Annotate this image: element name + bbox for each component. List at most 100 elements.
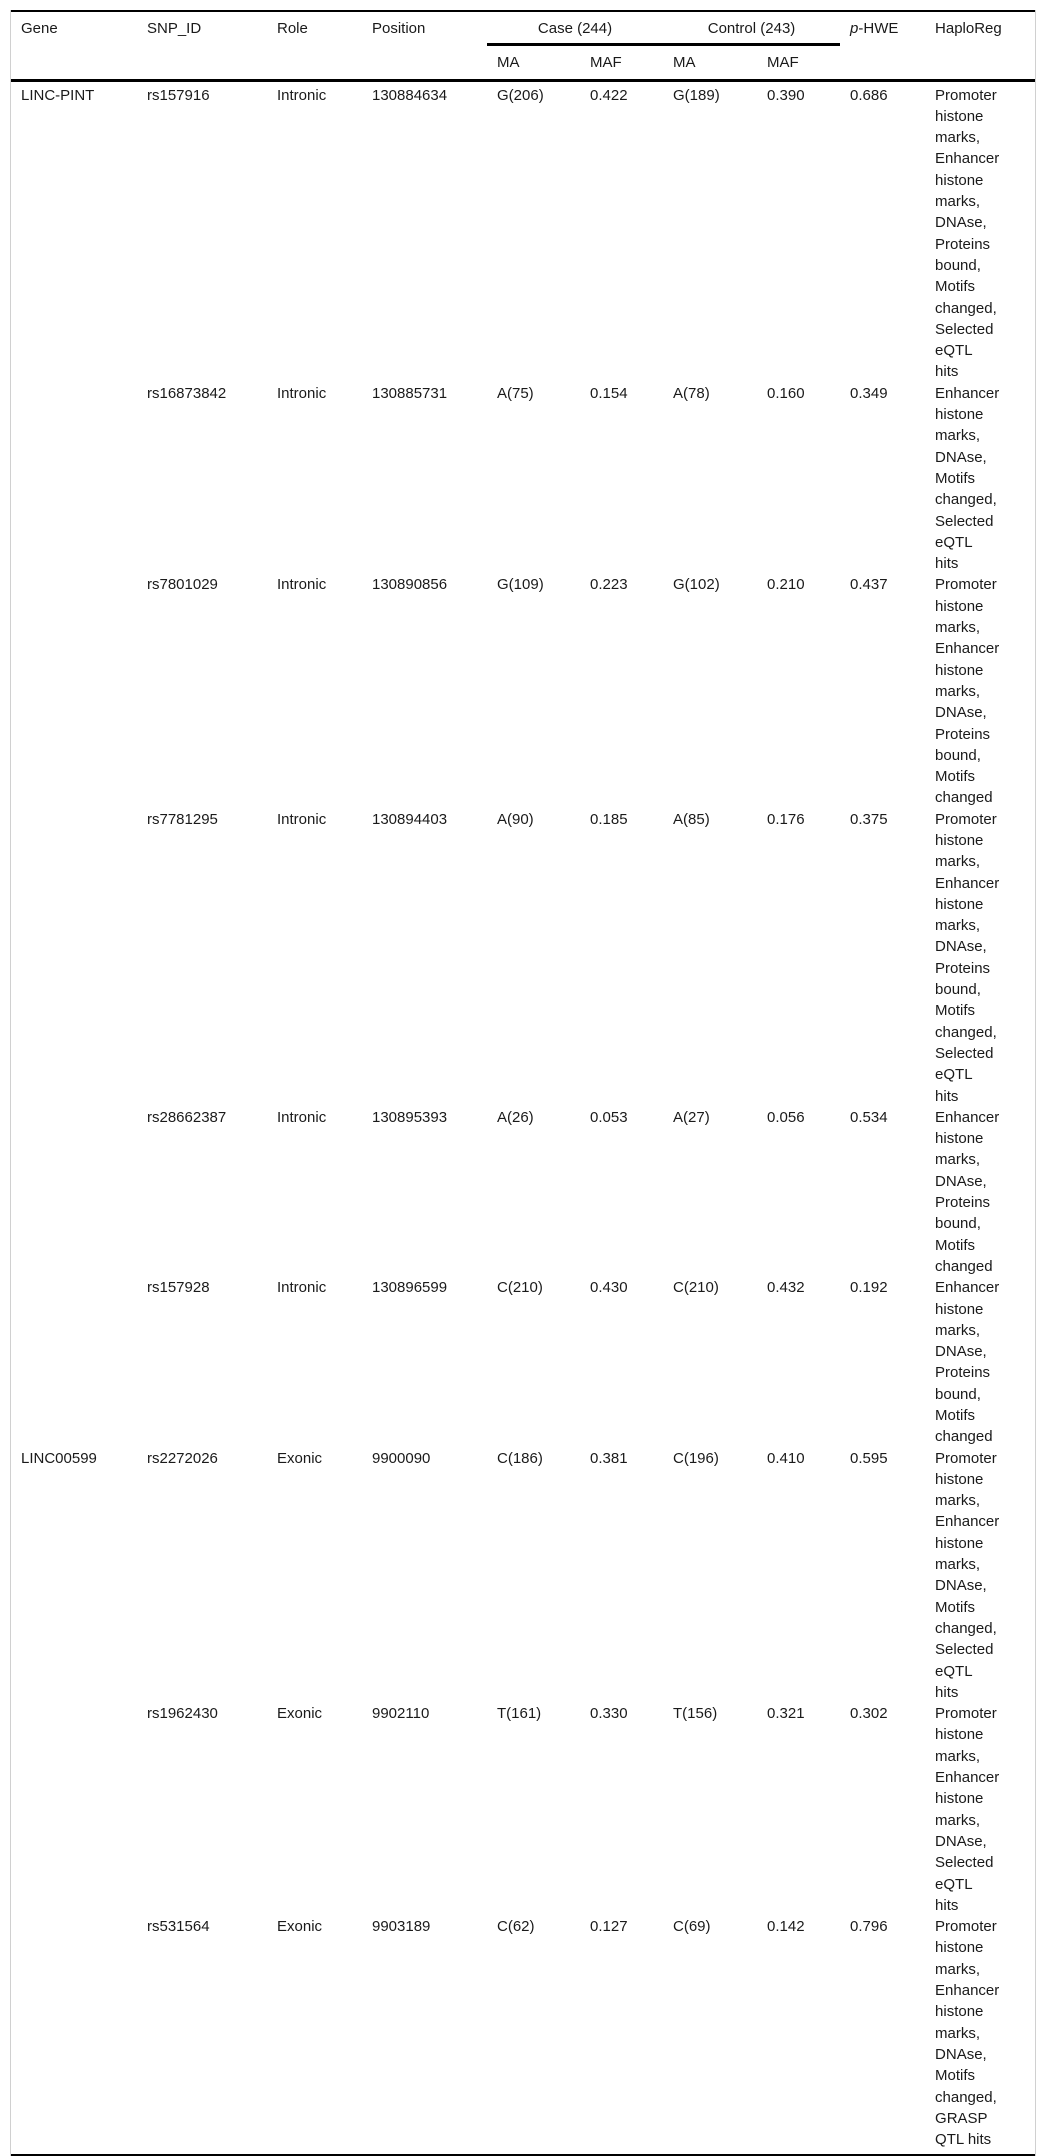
role-cell: Intronic [277, 810, 327, 828]
case-maf-cell: 0.422 [590, 86, 628, 104]
header-case-maf: MAF [590, 54, 622, 72]
snp-id-cell: rs531564 [147, 1918, 210, 1936]
haploreg-cell: Promoter histone marks, Enhancer histone… [935, 810, 1000, 1105]
p-hwe-cell: 0.796 [850, 1918, 888, 1936]
table-row: rs28662387 Intronic 130895393 A(26) 0.053 A(2… [11, 1107, 1035, 1277]
case-ma-cell: G(109) [497, 576, 544, 594]
snp-id-cell: rs16873842 [147, 384, 227, 402]
haploreg-cell: Promoter histone marks, Enhancer histone… [935, 1705, 1000, 1914]
header-p-hwe: p-HWE [840, 11, 925, 80]
header-control: Control (243) [663, 11, 841, 47]
table-header: Gene SNP_ID Role Position Case (244) Con… [11, 11, 1036, 81]
role-cell: Intronic [277, 1279, 327, 1297]
table-row: rs157928 Intronic 130896599 C(210) 0.430 C(21… [11, 1277, 1035, 1447]
table-row: rs7781295 Intronic 130894403 A(90) 0.185 A(85… [11, 809, 1035, 1107]
gene-cell: LINC00599 [21, 1449, 97, 1467]
haploreg-cell: Promoter histone marks, Enhancer histone… [935, 576, 1000, 807]
role-cell: Exonic [277, 1918, 323, 1936]
header-position: Position [372, 20, 426, 37]
case-ma-cell: C(62) [497, 1918, 535, 1936]
p-hwe-cell: 0.375 [850, 810, 888, 828]
case-ma-cell: A(26) [497, 1108, 534, 1126]
gene-cell [11, 574, 137, 808]
header-p-hwe-italic: p [850, 20, 859, 37]
header-control-maf: MAF [767, 54, 799, 72]
gene-cell [11, 1703, 137, 1916]
case-ma-cell: T(161) [497, 1705, 542, 1723]
position-cell: 130885731 [372, 384, 448, 402]
control-ma-cell: A(78) [673, 384, 710, 402]
case-maf-cell: 0.330 [590, 1705, 628, 1723]
control-ma-cell: C(210) [673, 1279, 719, 1297]
gene-cell [11, 1277, 137, 1447]
role-cell: Intronic [277, 384, 327, 402]
control-maf-cell: 0.142 [767, 1918, 805, 1936]
position-cell: 9900090 [372, 1449, 431, 1467]
control-maf-cell: 0.160 [767, 384, 805, 402]
case-maf-cell: 0.127 [590, 1918, 628, 1936]
gene-cell [11, 1916, 137, 2155]
snp-id-cell: rs2272026 [147, 1449, 218, 1467]
snp-id-cell: rs157916 [147, 86, 210, 104]
position-cell: 130895393 [372, 1108, 448, 1126]
control-ma-cell: A(85) [673, 810, 710, 828]
snp-id-cell: rs7801029 [147, 576, 218, 594]
case-ma-cell: A(90) [497, 810, 534, 828]
role-cell: Intronic [277, 86, 327, 104]
snp-id-cell: rs157928 [147, 1279, 210, 1297]
haploreg-cell: Promoter histone marks, Enhancer histone… [935, 1449, 1000, 1701]
case-maf-cell: 0.185 [590, 810, 628, 828]
header-control-ma: MA [673, 54, 696, 72]
gene-cell [11, 383, 137, 575]
table-row: rs1962430 Exonic 9902110 T(161) 0.330 T(156) 0… [11, 1703, 1035, 1916]
case-maf-cell: 0.430 [590, 1279, 628, 1297]
table-row: rs531564 Exonic 9903189 C(62) 0.127 C(69) 0.14… [11, 1916, 1035, 2155]
control-ma-cell: A(27) [673, 1108, 710, 1126]
snp-id-cell: rs7781295 [147, 810, 218, 828]
snp-table-container: Gene SNP_ID Role Position Case (244) Con… [10, 10, 1036, 2156]
p-hwe-cell: 0.349 [850, 384, 888, 402]
p-hwe-cell: 0.595 [850, 1449, 888, 1467]
header-p-hwe-rest: -HWE [858, 20, 899, 37]
table-row: LINC00599 rs2272026 Exonic 9900090 C(186) 0.3… [11, 1448, 1035, 1704]
position-cell: 130894403 [372, 810, 448, 828]
role-cell: Exonic [277, 1705, 323, 1723]
p-hwe-cell: 0.192 [850, 1279, 888, 1297]
case-maf-cell: 0.381 [590, 1449, 628, 1467]
header-case: Case (244) [487, 11, 664, 47]
case-maf-cell: 0.223 [590, 576, 628, 594]
table-row: rs16873842 Intronic 130885731 A(75) 0.154 A(7… [11, 383, 1035, 575]
p-hwe-cell: 0.437 [850, 576, 888, 594]
case-ma-cell: C(186) [497, 1449, 543, 1467]
control-maf-cell: 0.390 [767, 86, 805, 104]
case-ma-cell: A(75) [497, 384, 534, 402]
control-ma-cell: C(69) [673, 1918, 711, 1936]
header-case-ma: MA [497, 54, 520, 72]
control-maf-cell: 0.410 [767, 1449, 805, 1467]
control-ma-cell: G(102) [673, 576, 720, 594]
position-cell: 130890856 [372, 576, 448, 594]
position-cell: 130896599 [372, 1279, 448, 1297]
position-cell: 130884634 [372, 86, 448, 104]
header-role: Role [277, 20, 308, 37]
p-hwe-cell: 0.686 [850, 86, 888, 104]
position-cell: 9903189 [372, 1918, 431, 1936]
control-maf-cell: 0.176 [767, 810, 805, 828]
snp-id-cell: rs28662387 [147, 1108, 227, 1126]
haploreg-cell: Promoter histone marks, Enhancer histone… [935, 1918, 1000, 2149]
control-maf-cell: 0.321 [767, 1705, 805, 1723]
control-maf-cell: 0.432 [767, 1279, 805, 1297]
gene-cell [11, 1107, 137, 1277]
role-cell: Intronic [277, 576, 327, 594]
table-body: LINC-PINT rs157916 Intronic 130884634 G(206)… [11, 80, 1035, 2155]
role-cell: Intronic [277, 1108, 327, 1126]
snp-table: Gene SNP_ID Role Position Case (244) Con… [11, 10, 1036, 2156]
haploreg-cell: Enhancer histone marks, DNAse, Proteins … [935, 1108, 1000, 1275]
control-maf-cell: 0.056 [767, 1108, 805, 1126]
control-ma-cell: G(189) [673, 86, 720, 104]
position-cell: 9902110 [372, 1705, 430, 1723]
case-maf-cell: 0.053 [590, 1108, 628, 1126]
haploreg-cell: Promoter histone marks, Enhancer histone… [935, 86, 1000, 381]
p-hwe-cell: 0.534 [850, 1108, 888, 1126]
table-row: LINC-PINT rs157916 Intronic 130884634 G(206)… [11, 80, 1035, 383]
